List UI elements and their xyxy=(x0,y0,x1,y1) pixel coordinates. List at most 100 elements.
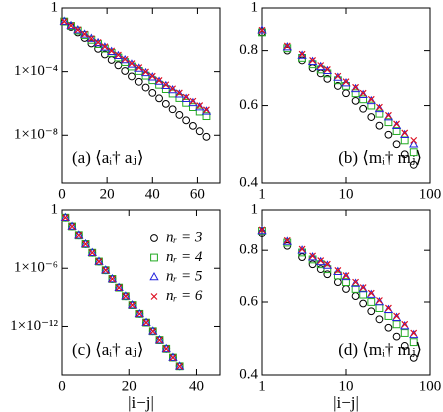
data-point xyxy=(342,278,350,287)
data-point xyxy=(400,136,409,145)
y-tick-label: 0.8 xyxy=(239,242,258,258)
data-point xyxy=(351,285,360,293)
data-point xyxy=(322,65,333,75)
data-point xyxy=(384,312,393,320)
data-point xyxy=(86,33,96,42)
data-point xyxy=(316,256,326,266)
data-point xyxy=(323,260,331,268)
x-tick-label: 100 xyxy=(419,186,442,202)
legend-marker xyxy=(150,253,158,262)
data-point xyxy=(113,50,124,60)
data-point xyxy=(317,257,325,265)
plot-frame xyxy=(61,7,221,184)
data-point xyxy=(80,238,91,248)
data-point xyxy=(359,299,368,308)
data-point xyxy=(410,329,418,337)
data-point xyxy=(188,97,198,107)
data-point xyxy=(342,78,350,86)
y-tick-label: 1 xyxy=(251,201,259,217)
data-point xyxy=(81,30,88,38)
data-point xyxy=(367,101,376,110)
data-point xyxy=(75,231,83,239)
data-point xyxy=(298,253,306,261)
data-point xyxy=(333,82,342,90)
data-point xyxy=(121,55,129,63)
data-point xyxy=(375,315,384,324)
data-point xyxy=(334,72,342,80)
data-point xyxy=(82,240,89,248)
data-point xyxy=(350,278,361,287)
data-point xyxy=(409,139,419,148)
panel-label: (d) ⟨mᵢ† mⱼ⟩ xyxy=(338,340,422,359)
data-point xyxy=(384,130,393,139)
data-point xyxy=(182,98,191,107)
data-point xyxy=(149,327,157,335)
data-point xyxy=(120,54,130,64)
data-point xyxy=(409,338,418,347)
data-point xyxy=(93,37,103,47)
data-point xyxy=(155,94,163,103)
data-point xyxy=(169,354,177,361)
data-point xyxy=(358,283,368,293)
data-point xyxy=(309,252,316,260)
data-point xyxy=(148,89,157,97)
legend-label: nᵣ = 4 xyxy=(166,249,203,265)
data-point xyxy=(128,72,136,81)
y-tick-label: 1×10⁻⁶ xyxy=(14,260,58,276)
data-point xyxy=(258,26,266,34)
y-tick-label: 1×10⁻⁴ xyxy=(14,63,58,79)
data-point xyxy=(196,102,204,109)
data-point xyxy=(141,317,151,326)
data-point xyxy=(366,289,376,298)
data-point xyxy=(283,236,291,244)
data-point xyxy=(67,22,75,30)
data-point xyxy=(59,16,69,25)
data-point xyxy=(333,271,342,280)
data-point xyxy=(142,319,150,327)
data-point xyxy=(147,72,157,81)
data-point xyxy=(101,265,111,274)
data-point xyxy=(115,51,122,59)
data-point xyxy=(393,312,400,320)
data-point xyxy=(374,103,385,113)
data-point xyxy=(308,260,317,269)
data-point xyxy=(168,352,178,361)
data-point xyxy=(350,83,361,93)
data-point xyxy=(367,298,376,306)
data-point xyxy=(115,284,123,292)
data-point xyxy=(94,39,102,46)
data-point xyxy=(391,312,402,321)
data-point xyxy=(134,77,143,86)
data-point xyxy=(148,72,156,80)
x-tick-label: 0 xyxy=(58,378,66,394)
data-point xyxy=(174,89,185,98)
data-point xyxy=(323,74,332,83)
data-point xyxy=(384,323,393,332)
data-point xyxy=(135,64,143,71)
data-point xyxy=(161,85,170,93)
data-point xyxy=(201,106,212,115)
legend-marker xyxy=(150,234,158,242)
data-point xyxy=(283,42,291,50)
data-point xyxy=(298,50,306,58)
data-point xyxy=(342,285,350,293)
data-point xyxy=(175,361,185,370)
data-point xyxy=(323,65,331,73)
data-point xyxy=(109,275,116,283)
data-point xyxy=(68,223,76,230)
data-point xyxy=(367,95,375,103)
y-tick-label: 1 xyxy=(51,0,59,15)
data-point xyxy=(155,77,163,84)
data-point xyxy=(375,304,384,312)
data-point xyxy=(323,270,332,279)
data-point xyxy=(393,120,400,128)
y-tick-label: 0.6 xyxy=(239,97,258,113)
data-point xyxy=(102,266,110,274)
data-point xyxy=(176,362,184,370)
data-point xyxy=(182,93,190,101)
data-point xyxy=(79,29,90,38)
data-point xyxy=(73,26,82,35)
data-point xyxy=(333,72,343,81)
data-point xyxy=(107,46,117,55)
